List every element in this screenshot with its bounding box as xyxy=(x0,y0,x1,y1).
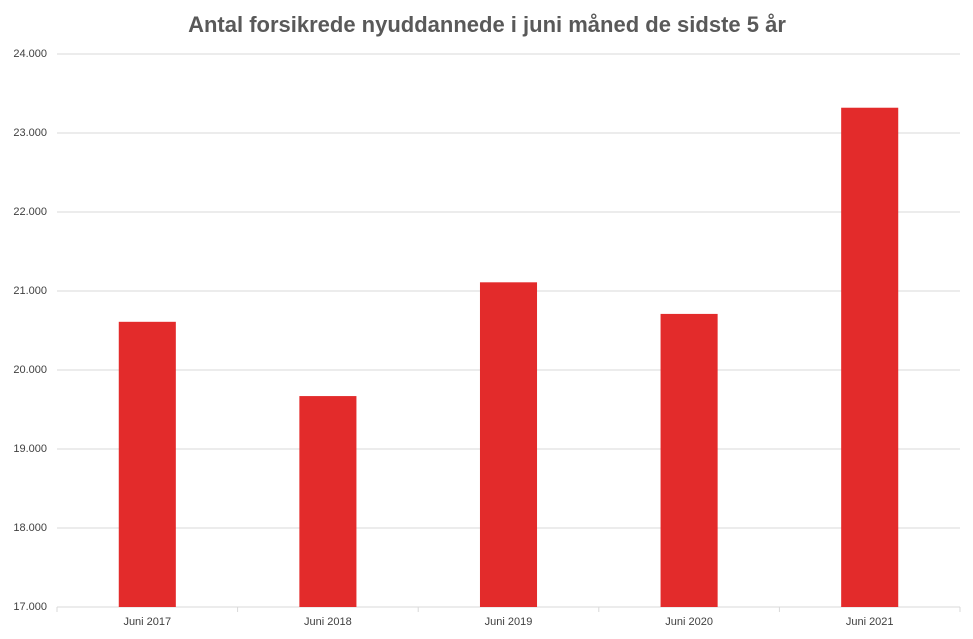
x-tick-label: Juni 2019 xyxy=(485,616,533,628)
x-tick-label: Juni 2017 xyxy=(123,616,171,628)
y-tick-label: 22.000 xyxy=(13,206,47,218)
chart-title: Antal forsikrede nyuddannede i juni måne… xyxy=(188,12,786,37)
bar xyxy=(118,321,176,607)
x-tick-label: Juni 2021 xyxy=(846,616,894,628)
y-tick-label: 17.000 xyxy=(13,601,47,613)
y-tick-label: 21.000 xyxy=(13,285,47,297)
y-tick-label: 24.000 xyxy=(13,48,47,60)
bar xyxy=(841,107,899,607)
x-tick-label: Juni 2020 xyxy=(665,616,713,628)
bar xyxy=(479,282,538,607)
y-tick-label: 19.000 xyxy=(13,443,47,455)
y-tick-label: 18.000 xyxy=(13,522,47,534)
x-tick-label: Juni 2018 xyxy=(304,616,352,628)
bar xyxy=(299,396,357,607)
y-tick-label: 23.000 xyxy=(13,127,47,139)
y-tick-label: 20.000 xyxy=(13,364,47,376)
bar xyxy=(660,313,718,607)
